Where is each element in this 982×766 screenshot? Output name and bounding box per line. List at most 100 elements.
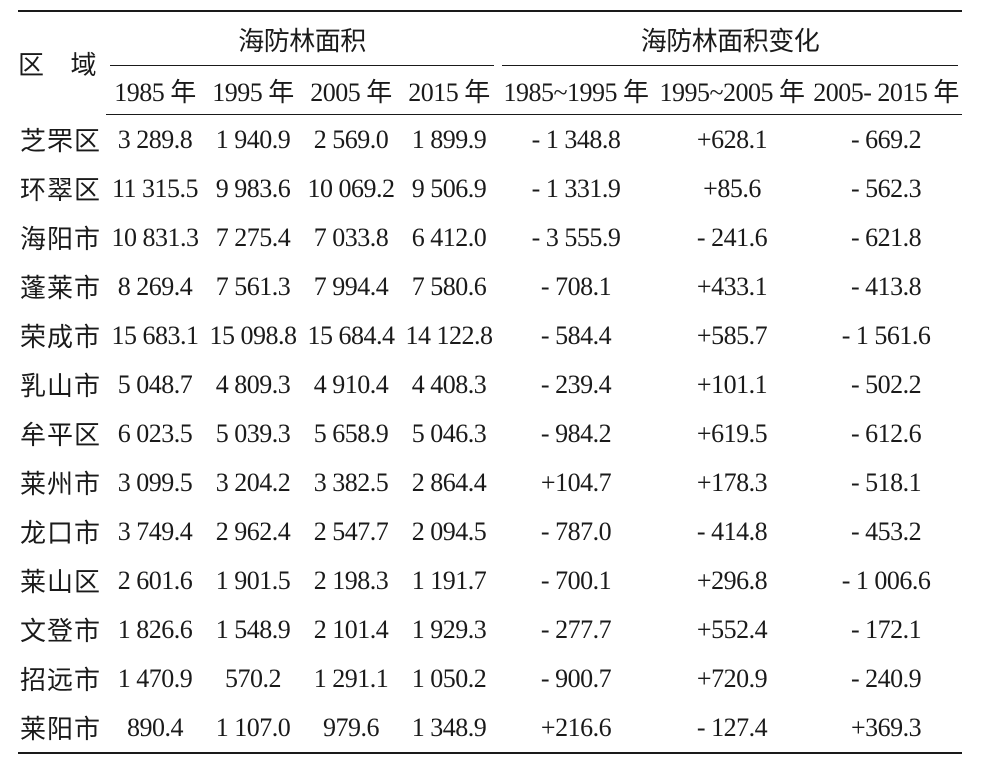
area-2015-cell: 14 122.8	[405, 320, 494, 350]
area-2005-cell: 15 684.4	[307, 320, 396, 350]
area-1995-cell: 7 561.3	[215, 271, 291, 301]
change-1995-2005-cell: +85.6	[703, 173, 761, 203]
region-cell: 环翠区	[20, 176, 102, 205]
change-1985-1995-cell: +216.6	[498, 703, 655, 754]
region-cell: 莱阳市	[18, 703, 106, 754]
area-2005-cell: 10 069.2	[307, 173, 396, 203]
table-row: 文登市 1 826.6 1 548.9 2 101.4 1 929.3 - 277.7 +5…	[18, 605, 962, 654]
area-1985-cell: 2 601.6	[117, 565, 193, 595]
area-1995-cell: 1 901.5	[215, 565, 291, 595]
change-2005-2015-cell: - 413.8	[850, 271, 922, 301]
area-1995-cell: 1 940.9	[215, 124, 291, 154]
region-cell: 文登市	[20, 617, 102, 646]
area-2005-cell: 2 101.4	[313, 614, 389, 644]
area-1985-cell: 3 289.8	[117, 124, 193, 154]
region-cell: 乳山市	[20, 372, 102, 401]
region-header-text: 区 域	[18, 50, 107, 80]
table-row: 招远市 1 470.9 570.2 1 291.1 1 050.2 - 900.7 +720…	[18, 654, 962, 703]
change-1985-1995-cell: - 3 555.9	[531, 222, 621, 252]
change-1995-2005-cell: +101.1	[696, 369, 768, 399]
change-2005-2015-cell: - 612.6	[850, 418, 922, 448]
table-row: 环翠区 11 315.5 9 983.6 10 069.2 9 506.9 - 1 331…	[18, 164, 962, 213]
area-1985-cell: 6 023.5	[117, 418, 193, 448]
area-2015-cell: 6 412.0	[411, 222, 487, 252]
table-header: 区 域 海防林面积 海防林面积变化 1985 年 1995 年 2005 年 2…	[18, 10, 963, 115]
change-1995-2005-cell: +619.5	[696, 418, 768, 448]
area-2005-cell: 2 198.3	[313, 565, 389, 595]
change-1985-1995-cell: - 239.4	[540, 369, 612, 399]
change-2005-2015-cell: - 562.3	[850, 173, 922, 203]
area-1995-cell: 15 098.8	[209, 320, 298, 350]
change-1985-1995-cell: +104.7	[540, 467, 612, 497]
area-2005-cell: 2 569.0	[313, 124, 389, 154]
area-1995-cell: 4 809.3	[215, 369, 291, 399]
area-group-header: 海防林面积	[106, 10, 499, 66]
area-2015-cell: 1 050.2	[411, 663, 487, 693]
change-2005-2015-cell: - 669.2	[850, 124, 922, 154]
area-1985-cell: 890.4	[106, 703, 204, 754]
table-row: 荣成市 15 683.1 15 098.8 15 684.4 14 122.8 - 584…	[18, 311, 962, 360]
region-cell: 莱州市	[20, 470, 102, 499]
area-2005-cell: 3 382.5	[313, 467, 389, 497]
area-2005-cell: 1 291.1	[313, 663, 389, 693]
area-1995-cell: 1 548.9	[215, 614, 291, 644]
header-row-years: 1985 年 1995 年 2005 年 2015 年 1985~1995 年 …	[18, 66, 963, 115]
area-1995-cell: 1 107.0	[204, 703, 302, 754]
change-1995-2005-cell: +628.1	[696, 124, 768, 154]
region-cell: 蓬莱市	[20, 274, 102, 303]
table-row: 莱阳市 890.4 1 107.0 979.6 1 348.9 +216.6- 127.4…	[18, 703, 963, 754]
change-1995-2005-cell: +720.9	[696, 663, 768, 693]
data-table: 区 域 海防林面积 海防林面积变化 1985 年 1995 年 2005 年 2…	[18, 10, 963, 754]
area-1985-cell: 3 099.5	[117, 467, 193, 497]
area-group-rule	[110, 65, 495, 66]
region-cell: 牟平区	[20, 421, 102, 450]
table-row: 莱山区 2 601.6 1 901.5 2 198.3 1 191.7 - 700.1 +2…	[18, 556, 962, 605]
region-column-header: 区 域	[18, 10, 107, 115]
col-header-1985: 1985 年	[106, 66, 204, 115]
change-2005-2015-cell: +369.3	[810, 703, 963, 754]
region-cell: 荣成市	[20, 323, 102, 352]
change-1985-1995-cell: - 787.0	[540, 516, 612, 546]
table-row: 芝罘区 3 289.8 1 940.9 2 569.0 1 899.9 - 1 348.8…	[18, 115, 962, 165]
area-2015-cell: 7 580.6	[411, 271, 487, 301]
change-1995-2005-cell: +433.1	[696, 271, 768, 301]
table-container: 区 域 海防林面积 海防林面积变化 1985 年 1995 年 2005 年 2…	[18, 10, 963, 754]
table-row: 莱州市 3 099.5 3 204.2 3 382.5 2 864.4 +104.7 +17…	[18, 458, 962, 507]
area-2015-cell: 1 899.9	[411, 124, 487, 154]
area-1995-cell: 9 983.6	[215, 173, 291, 203]
col-header-change-1985-1995: 1985~1995 年	[498, 66, 655, 115]
area-2005-cell: 4 910.4	[313, 369, 389, 399]
change-2005-2015-cell: - 502.2	[850, 369, 922, 399]
change-2005-2015-cell: - 172.1	[850, 614, 922, 644]
area-1985-cell: 5 048.7	[117, 369, 193, 399]
area-2015-cell: 5 046.3	[411, 418, 487, 448]
area-1995-cell: 5 039.3	[215, 418, 291, 448]
change-2005-2015-cell: - 240.9	[850, 663, 922, 693]
change-1985-1995-cell: - 277.7	[540, 614, 612, 644]
change-2005-2015-cell: - 621.8	[850, 222, 922, 252]
area-1985-cell: 10 831.3	[111, 222, 200, 252]
col-header-change-2005-2015: 2005- 2015 年	[810, 66, 963, 115]
table-row: 乳山市 5 048.7 4 809.3 4 910.4 4 408.3 - 239.4 +1…	[18, 360, 962, 409]
table-row: 海阳市 10 831.3 7 275.4 7 033.8 6 412.0 - 3 555.…	[18, 213, 962, 262]
region-cell: 招远市	[20, 666, 102, 695]
area-1985-cell: 8 269.4	[117, 271, 193, 301]
area-2015-cell: 2 094.5	[411, 516, 487, 546]
change-group-rule	[502, 65, 959, 66]
change-2005-2015-cell: - 1 006.6	[841, 565, 931, 595]
change-1995-2005-cell: - 127.4	[654, 703, 811, 754]
area-1985-cell: 15 683.1	[111, 320, 200, 350]
change-1995-2005-cell: +585.7	[696, 320, 768, 350]
change-1995-2005-cell: - 414.8	[696, 516, 768, 546]
change-1985-1995-cell: - 1 331.9	[531, 173, 621, 203]
area-2005-cell: 979.6	[302, 703, 400, 754]
area-1995-cell: 2 962.4	[215, 516, 291, 546]
table-row: 蓬莱市 8 269.4 7 561.3 7 994.4 7 580.6 - 708.1 +4…	[18, 262, 962, 311]
table-row: 牟平区 6 023.5 5 039.3 5 658.9 5 046.3 - 984.2 +6…	[18, 409, 962, 458]
change-1995-2005-cell: +552.4	[696, 614, 768, 644]
change-1995-2005-cell: - 241.6	[696, 222, 768, 252]
region-cell: 莱山区	[20, 568, 102, 597]
change-1995-2005-cell: +178.3	[696, 467, 768, 497]
area-2015-cell: 1 348.9	[400, 703, 499, 754]
table-body: 芝罘区 3 289.8 1 940.9 2 569.0 1 899.9 - 1 348.8…	[18, 115, 963, 754]
